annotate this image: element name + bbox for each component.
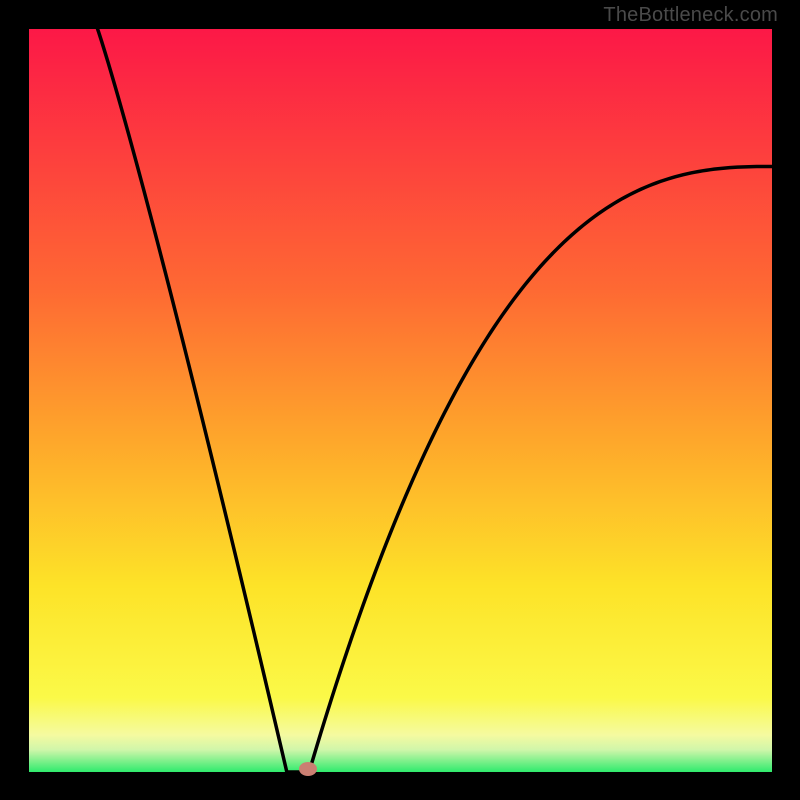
curve-svg <box>0 0 800 800</box>
curve-right-branch <box>309 166 772 772</box>
curve-left-branch <box>92 14 287 772</box>
watermark-text: TheBottleneck.com <box>603 4 778 27</box>
optimum-marker <box>299 762 317 776</box>
